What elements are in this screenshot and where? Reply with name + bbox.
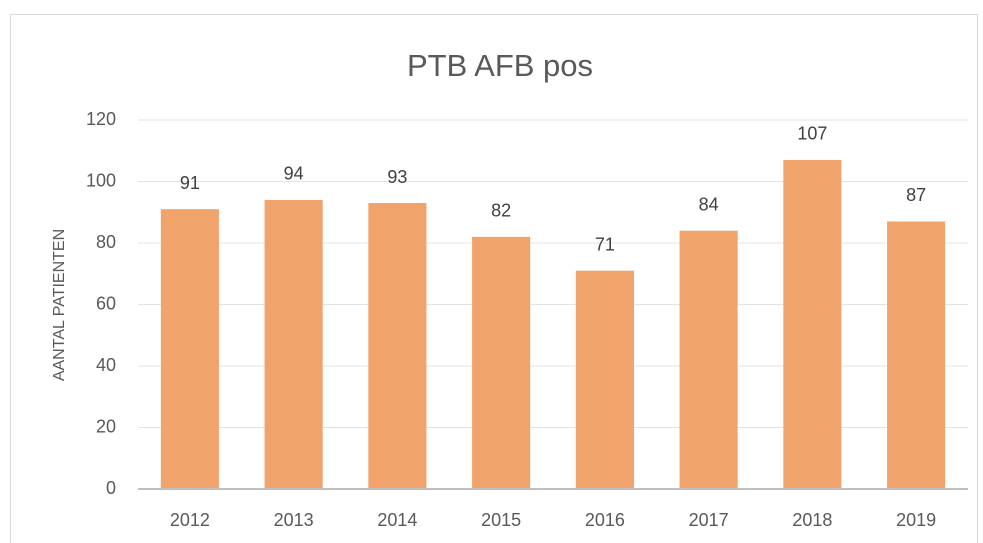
data-label: 107 <box>797 124 827 144</box>
bar <box>264 199 323 489</box>
data-label: 82 <box>491 201 511 221</box>
bar <box>472 236 531 489</box>
bar <box>679 230 738 489</box>
y-tick-label: 120 <box>86 109 116 129</box>
chart-title: PTB AFB pos <box>407 48 593 83</box>
x-tick-label: 2014 <box>377 510 417 530</box>
bar <box>575 270 634 489</box>
data-label: 93 <box>387 167 407 187</box>
bar <box>160 209 219 490</box>
x-tick-label: 2013 <box>274 510 314 530</box>
bar <box>368 203 427 489</box>
data-label: 84 <box>699 194 719 214</box>
y-tick-label: 100 <box>86 170 116 190</box>
data-label: 94 <box>284 164 304 184</box>
y-axis-label: AANTAL PATIENTEN <box>51 229 68 381</box>
data-label: 91 <box>180 173 200 193</box>
y-tick-label: 40 <box>96 355 116 375</box>
bar <box>887 221 946 489</box>
x-tick-label: 2017 <box>689 510 729 530</box>
y-tick-label: 0 <box>106 478 116 498</box>
bar <box>783 159 842 489</box>
x-tick-label: 2016 <box>585 510 625 530</box>
y-tick-label: 60 <box>96 293 116 313</box>
x-tick-label: 2015 <box>481 510 521 530</box>
x-tick-label: 2018 <box>792 510 832 530</box>
data-label: 71 <box>595 234 615 254</box>
x-tick-label: 2019 <box>896 510 936 530</box>
data-label: 87 <box>906 185 926 205</box>
x-tick-label: 2012 <box>170 510 210 530</box>
y-tick-label: 80 <box>96 232 116 252</box>
y-tick-label: 20 <box>96 416 116 436</box>
